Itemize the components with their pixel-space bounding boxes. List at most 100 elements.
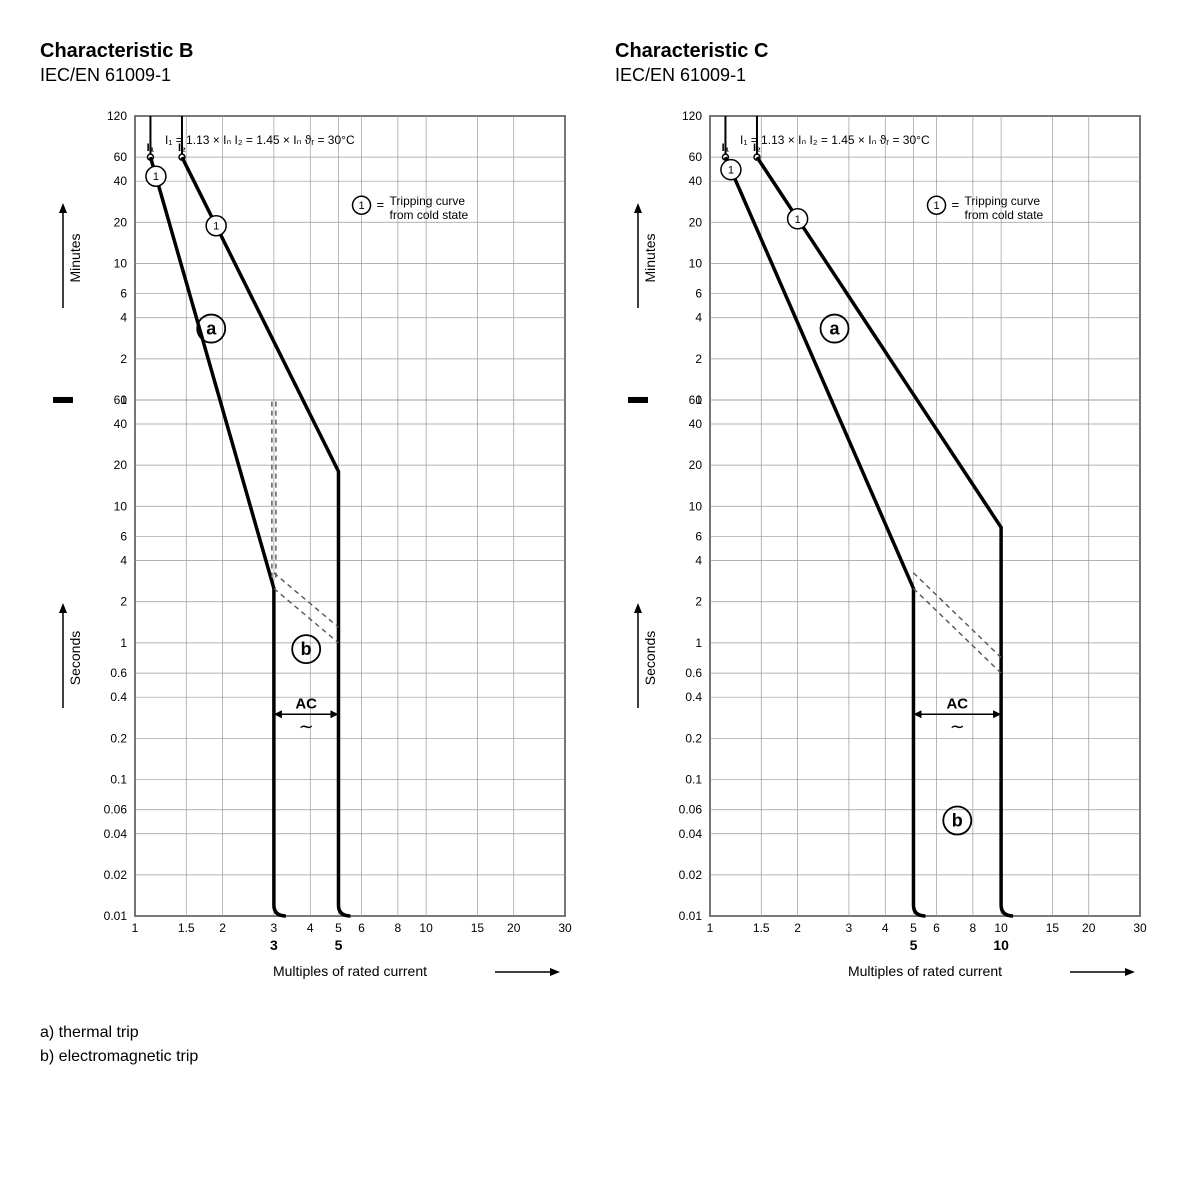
svg-text:10: 10 [994,921,1008,935]
svg-text:0.02: 0.02 [679,868,703,882]
svg-text:I₁: I₁ [722,142,730,154]
svg-text:5: 5 [910,937,918,953]
svg-text:1.5: 1.5 [753,921,770,935]
svg-text:2: 2 [794,921,801,935]
svg-text:3: 3 [270,937,278,953]
svg-text:0.4: 0.4 [110,690,127,704]
svg-text:1: 1 [120,393,127,407]
svg-text:2: 2 [695,352,702,366]
svg-text:10: 10 [114,499,128,513]
svg-text:Tripping curve: Tripping curve [390,194,466,208]
svg-text:2: 2 [120,595,127,609]
svg-text:0.6: 0.6 [110,666,127,680]
svg-text:0.2: 0.2 [685,731,702,745]
svg-text:from cold state: from cold state [965,208,1044,222]
svg-text:1: 1 [795,214,801,226]
svg-text:5: 5 [335,937,343,953]
svg-text:1: 1 [120,636,127,650]
svg-text:8: 8 [970,921,977,935]
svg-text:=: = [952,197,960,212]
svg-text:20: 20 [114,458,128,472]
svg-text:4: 4 [695,311,702,325]
svg-text:20: 20 [689,215,703,229]
svg-text:20: 20 [114,215,128,229]
svg-text:4: 4 [120,311,127,325]
svg-text:10: 10 [689,499,703,513]
svg-text:1: 1 [153,171,159,183]
svg-text:AC: AC [946,695,968,712]
svg-text:2: 2 [695,595,702,609]
svg-text:15: 15 [471,921,485,935]
svg-text:Minutes: Minutes [67,233,83,282]
svg-text:6: 6 [695,287,702,301]
svg-text:10: 10 [993,937,1009,953]
svg-text:0.04: 0.04 [104,827,128,841]
svg-text:10: 10 [419,921,433,935]
svg-text:0.06: 0.06 [679,803,703,817]
svg-text:∼: ∼ [299,716,314,736]
svg-text:4: 4 [882,921,889,935]
svg-text:0.01: 0.01 [104,909,128,923]
svg-text:40: 40 [689,417,703,431]
svg-text:3: 3 [846,921,853,935]
svg-text:Tripping curve: Tripping curve [965,194,1041,208]
chart-c-title: Characteristic C [615,40,1160,63]
charts-row: Characteristic B IEC/EN 61009-1 1 1.5 2 3 4 5… [40,40,1160,1001]
svg-text:60: 60 [689,150,703,164]
svg-text:Seconds: Seconds [67,631,83,685]
svg-text:1: 1 [695,636,702,650]
svg-text:6: 6 [358,921,365,935]
svg-text:0.02: 0.02 [104,868,128,882]
svg-text:1: 1 [213,221,219,233]
svg-text:0.06: 0.06 [104,803,128,817]
svg-text:AC: AC [295,695,317,712]
svg-text:20: 20 [507,921,521,935]
svg-text:40: 40 [114,417,128,431]
svg-text:0.04: 0.04 [679,827,703,841]
svg-text:I₁ = 1.13 × Iₙ I₂ = 1.45 ×: I₁ = 1.13 × Iₙ I₂ = 1.45 × Iₙ ϑᵣ = 30°C [165,133,355,147]
svg-text:4: 4 [695,554,702,568]
svg-text:4: 4 [120,554,127,568]
svg-text:6: 6 [120,530,127,544]
svg-text:8: 8 [395,921,402,935]
svg-text:a: a [206,319,217,339]
svg-text:I₁ = 1.13 × Iₙ I₂ = 1.45 ×: I₁ = 1.13 × Iₙ I₂ = 1.45 × Iₙ ϑᵣ = 30°C [740,133,930,147]
svg-text:a: a [830,319,841,339]
chart-block-c: Characteristic C IEC/EN 61009-1 1 1.5 2 3 4 5… [615,40,1160,1001]
svg-text:30: 30 [558,921,572,935]
chart-b-title: Characteristic B [40,40,585,63]
svg-text:I₂: I₂ [753,142,761,154]
svg-text:from cold state: from cold state [390,208,469,222]
svg-text:0.01: 0.01 [679,909,703,923]
svg-text:120: 120 [682,109,702,123]
svg-text:40: 40 [114,174,128,188]
svg-text:10: 10 [114,256,128,270]
svg-text:0.2: 0.2 [110,731,127,745]
chart-c-subtitle: IEC/EN 61009-1 [615,65,1160,86]
svg-text:I₂: I₂ [178,142,186,154]
svg-text:1.5: 1.5 [178,921,195,935]
svg-text:60: 60 [114,150,128,164]
svg-text:Multiples of rated current: Multiples of rated current [848,963,1002,979]
svg-text:1: 1 [707,921,714,935]
svg-text:6: 6 [933,921,940,935]
svg-text:Minutes: Minutes [642,233,658,282]
svg-text:∼: ∼ [950,716,965,736]
svg-text:4: 4 [307,921,314,935]
svg-text:1: 1 [358,200,364,212]
svg-text:30: 30 [1133,921,1147,935]
svg-text:2: 2 [120,352,127,366]
chart-c-svg: 11.5234568101520305100.010.020.040.060.1… [615,96,1155,996]
svg-text:0.1: 0.1 [685,772,702,786]
svg-text:0.6: 0.6 [685,666,702,680]
svg-text:0.1: 0.1 [110,772,127,786]
svg-text:1: 1 [728,165,734,177]
svg-text:0.4: 0.4 [685,690,702,704]
footer-line-a: a) thermal trip [40,1021,1160,1045]
svg-text:6: 6 [120,287,127,301]
svg-text:Seconds: Seconds [642,631,658,685]
svg-text:b: b [952,811,963,831]
svg-text:20: 20 [689,458,703,472]
svg-text:1: 1 [695,393,702,407]
svg-text:10: 10 [689,256,703,270]
